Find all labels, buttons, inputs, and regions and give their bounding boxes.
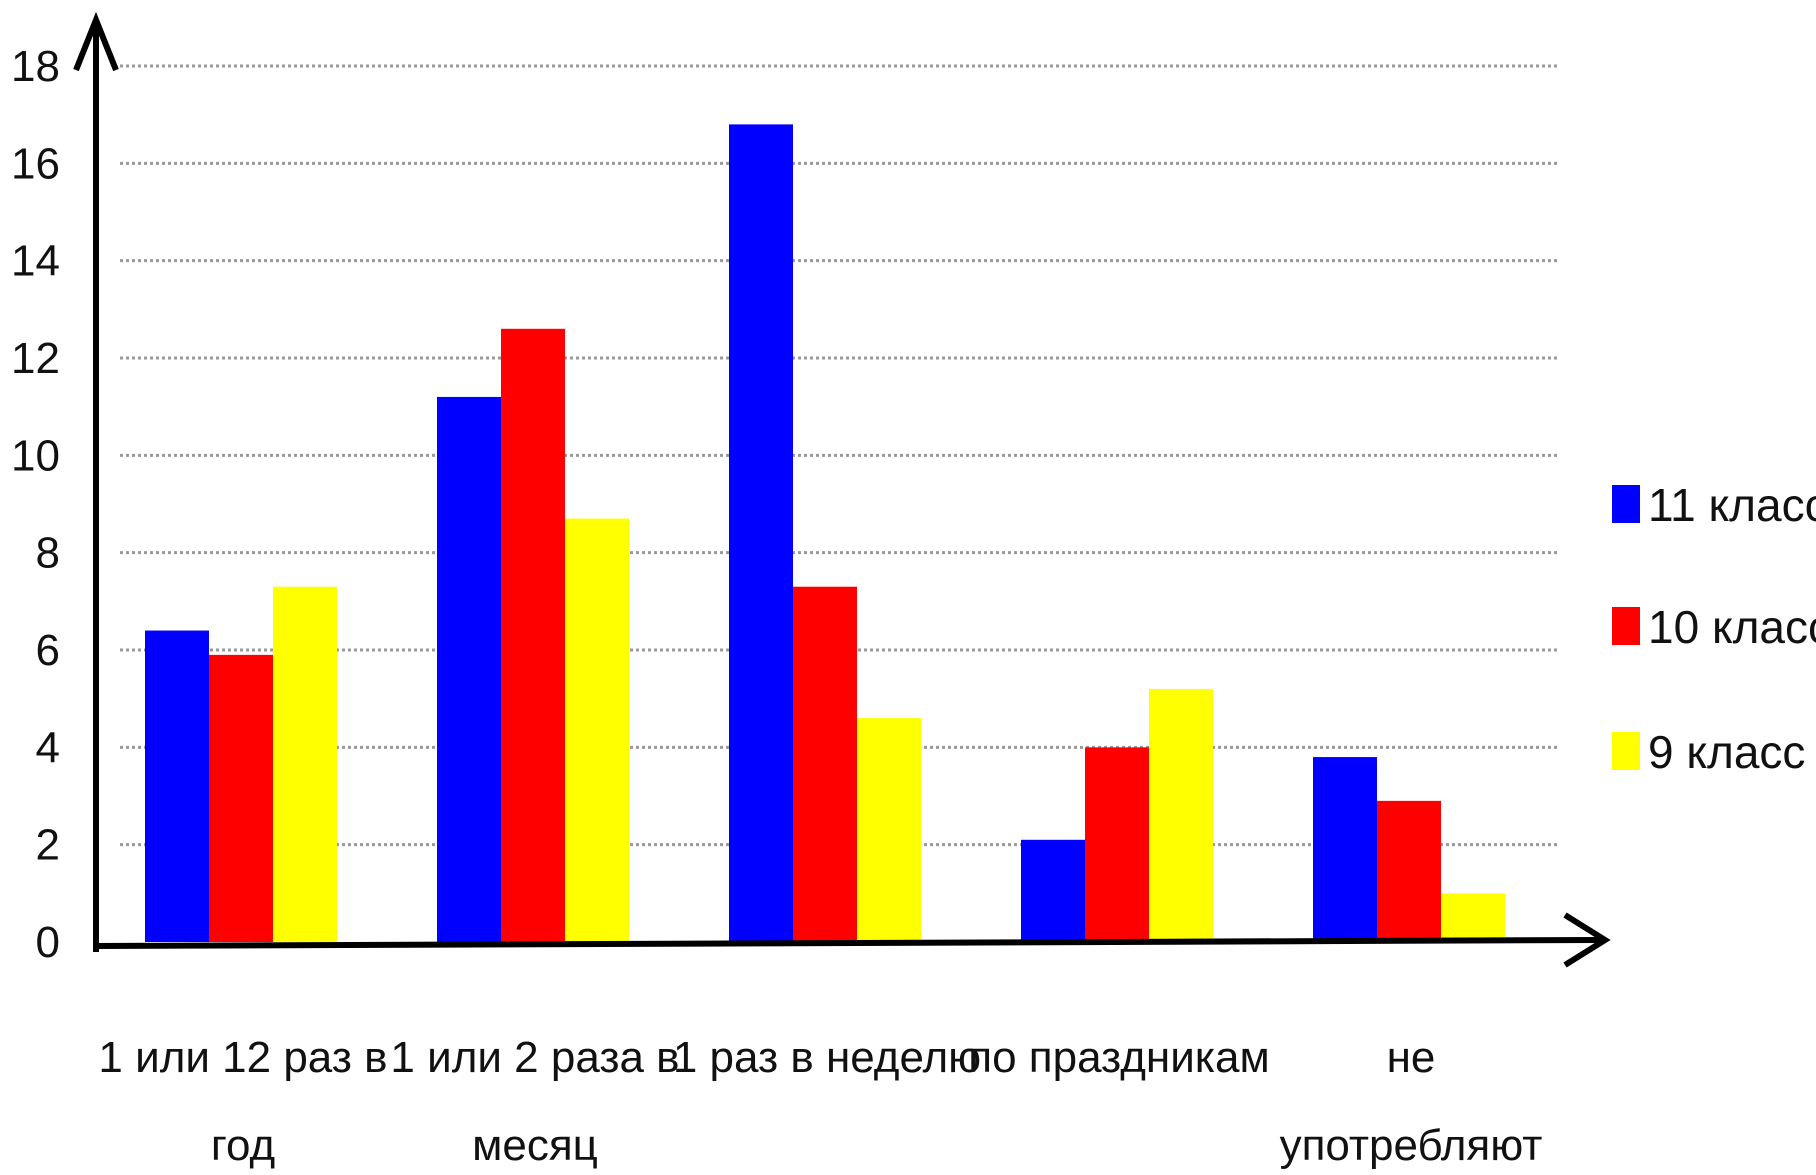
legend: 11 класс 10 класс 9 класс	[1612, 479, 1816, 778]
bars	[145, 124, 1505, 942]
category-label: 1 или 2 раза в	[390, 1033, 679, 1082]
bar-3-1	[273, 586, 337, 942]
category-label: не	[1387, 1033, 1436, 1082]
bar-1-4	[1021, 839, 1085, 942]
category-labels: 1 или 12 раз в год 1 или 2 раза в месяц 1 ра…	[98, 1033, 1542, 1170]
legend-swatch	[1612, 607, 1640, 645]
y-tick-label: 2	[36, 821, 60, 870]
y-axis-arrow-icon	[73, 11, 119, 72]
category-label: 1 или 12 раз в	[98, 1033, 387, 1082]
legend-swatch	[1612, 485, 1640, 523]
y-tick-labels: 0 2 4 6 8 10 12 14 16 18	[11, 42, 60, 967]
bar-1-2	[437, 396, 501, 942]
bar-3-5	[1441, 893, 1505, 942]
axes	[73, 11, 1611, 968]
category-label: месяц	[472, 1121, 598, 1170]
bar-3-3	[857, 718, 921, 942]
bar-1-5	[1313, 757, 1377, 942]
legend-swatch	[1612, 732, 1640, 770]
gridlines	[120, 64, 1560, 847]
y-tick-label: 0	[36, 918, 60, 967]
x-axis-arrow-icon	[1563, 912, 1611, 968]
legend-label: 10 класс	[1648, 601, 1816, 653]
bar-2-1	[209, 654, 273, 942]
y-tick-label: 18	[11, 42, 60, 91]
category-label: по праздникам	[968, 1033, 1270, 1082]
bar-2-4	[1085, 747, 1149, 942]
bar-1-1	[145, 630, 209, 942]
y-tick-label: 4	[36, 723, 60, 772]
legend-label: 11 класс	[1648, 479, 1816, 531]
bar-2-5	[1377, 800, 1441, 942]
legend-label: 9 класс	[1648, 726, 1805, 778]
category-label: 1 раз в неделю	[673, 1033, 981, 1082]
y-tick-label: 6	[36, 626, 60, 675]
bar-3-4	[1149, 688, 1213, 942]
bar-3-2	[565, 518, 629, 942]
x-axis-line	[95, 937, 1601, 949]
y-tick-label: 16	[11, 139, 60, 188]
y-tick-label: 14	[11, 237, 60, 286]
y-tick-label: 8	[36, 529, 60, 578]
category-label: употребляют	[1280, 1121, 1543, 1170]
y-tick-label: 10	[11, 431, 60, 480]
bar-2-3	[793, 586, 857, 942]
y-tick-label: 12	[11, 334, 60, 383]
bar-1-3	[729, 124, 793, 942]
bar-2-2	[501, 328, 565, 942]
category-label: год	[211, 1121, 275, 1170]
